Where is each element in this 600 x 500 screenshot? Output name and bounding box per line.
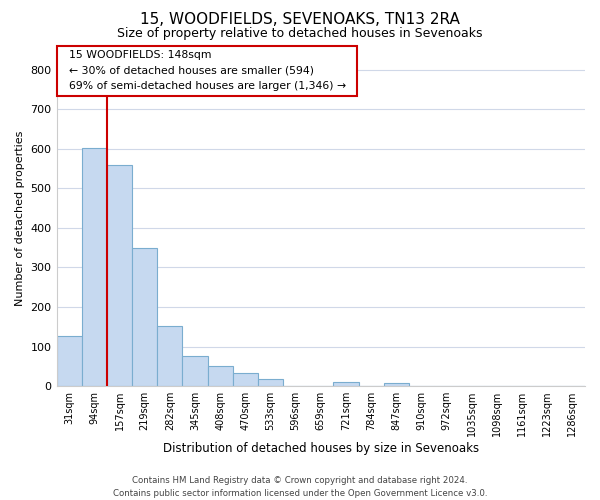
Bar	[82, 148, 107, 386]
X-axis label: Distribution of detached houses by size in Sevenoaks: Distribution of detached houses by size …	[163, 442, 479, 455]
Bar	[334, 382, 359, 386]
Text: Size of property relative to detached houses in Sevenoaks: Size of property relative to detached ho…	[117, 28, 483, 40]
Bar	[208, 366, 233, 386]
Bar	[383, 383, 409, 386]
Bar	[107, 166, 132, 386]
Text: Contains HM Land Registry data © Crown copyright and database right 2024.
Contai: Contains HM Land Registry data © Crown c…	[113, 476, 487, 498]
Bar	[233, 372, 258, 386]
Text: 15, WOODFIELDS, SEVENOAKS, TN13 2RA: 15, WOODFIELDS, SEVENOAKS, TN13 2RA	[140, 12, 460, 28]
Bar	[182, 356, 208, 386]
Bar	[56, 336, 82, 386]
Bar	[132, 248, 157, 386]
Bar	[157, 326, 182, 386]
Text: 15 WOODFIELDS: 148sqm  
  ← 30% of detached houses are smaller (594)  
  69% of : 15 WOODFIELDS: 148sqm ← 30% of detached …	[62, 50, 353, 91]
Bar	[258, 379, 283, 386]
Y-axis label: Number of detached properties: Number of detached properties	[15, 130, 25, 306]
